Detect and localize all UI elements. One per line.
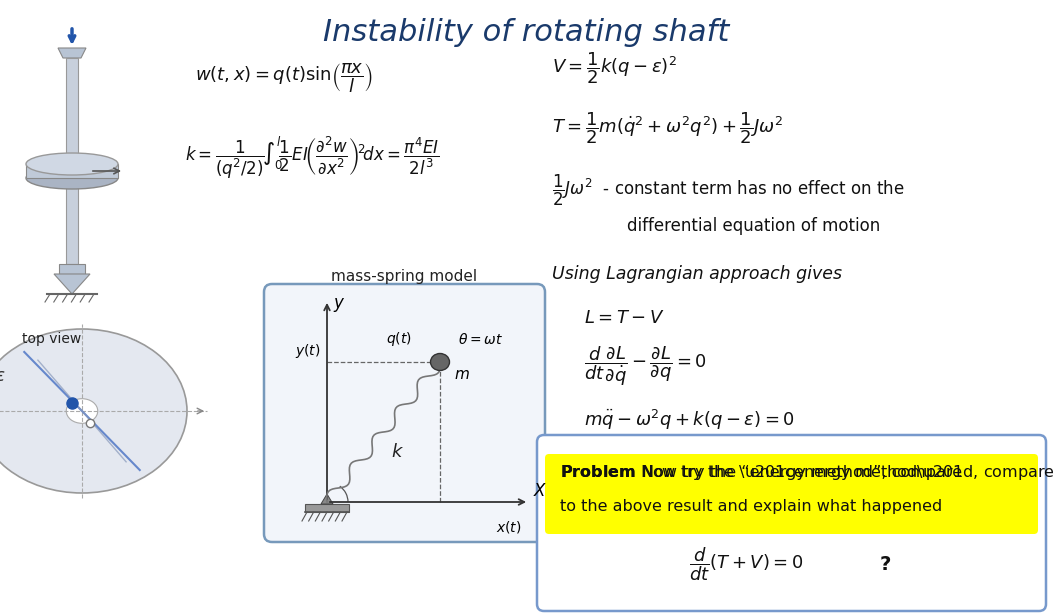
Polygon shape <box>54 274 90 294</box>
Ellipse shape <box>26 153 118 175</box>
Text: $k = \dfrac{1}{(q^2/2)}\!\int_0^l\!\dfrac{1}{2}EI\!\left(\dfrac{\partial^2 w}{\p: $k = \dfrac{1}{(q^2/2)}\!\int_0^l\!\dfra… <box>185 135 440 181</box>
Text: $\dfrac{d}{dt}\dfrac{\partial L}{\partial \dot{q}} - \dfrac{\partial L}{\partial: $\dfrac{d}{dt}\dfrac{\partial L}{\partia… <box>584 344 707 388</box>
Text: $\dfrac{1}{2}J\omega^2$  - constant term has no effect on the: $\dfrac{1}{2}J\omega^2$ - constant term … <box>552 172 905 208</box>
Ellipse shape <box>66 399 98 423</box>
Ellipse shape <box>0 329 187 493</box>
FancyBboxPatch shape <box>264 284 545 542</box>
Text: $m\ddot{q} - \omega^2 q + k(q-\varepsilon) = 0$: $m\ddot{q} - \omega^2 q + k(q-\varepsilo… <box>584 408 795 432</box>
Polygon shape <box>66 58 78 264</box>
Text: to the above result and explain what happened: to the above result and explain what hap… <box>560 498 942 514</box>
Text: $\dfrac{d}{dt}(T+V) = 0$: $\dfrac{d}{dt}(T+V) = 0$ <box>689 545 803 583</box>
Polygon shape <box>321 494 333 504</box>
Text: $\mathbf{?}$: $\mathbf{?}$ <box>879 554 891 573</box>
Text: $w(t,x) = q(t)\sin\!\left(\dfrac{\pi x}{l}\right)$: $w(t,x) = q(t)\sin\!\left(\dfrac{\pi x}{… <box>195 61 373 95</box>
Text: Using Lagrangian approach gives: Using Lagrangian approach gives <box>552 265 842 283</box>
Text: $k$: $k$ <box>391 443 404 461</box>
FancyBboxPatch shape <box>537 435 1046 611</box>
Text: $\mathit{X}$: $\mathit{X}$ <box>533 482 548 500</box>
Text: Now try the “energy method”, compare: Now try the “energy method”, compare <box>642 464 962 479</box>
Text: $T = \dfrac{1}{2}m(\dot{q}^2 + \omega^2 q^2) + \dfrac{1}{2}J\omega^2$: $T = \dfrac{1}{2}m(\dot{q}^2 + \omega^2 … <box>552 110 783 146</box>
Polygon shape <box>305 504 349 512</box>
Text: top view: top view <box>22 332 81 346</box>
Text: $\varepsilon$: $\varepsilon$ <box>0 367 5 385</box>
Text: $\bf{Problem}$ Now try the \u201cenergy method\u201d, compare: $\bf{Problem}$ Now try the \u201cenergy … <box>560 463 1053 482</box>
Text: $V = \dfrac{1}{2}k(q-\varepsilon)^2$: $V = \dfrac{1}{2}k(q-\varepsilon)^2$ <box>552 50 677 86</box>
Text: differential equation of motion: differential equation of motion <box>627 217 880 235</box>
Text: $m$: $m$ <box>454 367 470 382</box>
Ellipse shape <box>26 167 118 189</box>
Text: $L = T - V$: $L = T - V$ <box>584 309 664 327</box>
Text: $y$: $y$ <box>333 296 345 314</box>
Text: Instability of rotating shaft: Instability of rotating shaft <box>323 18 730 47</box>
Polygon shape <box>26 164 118 178</box>
Text: $x(t)$: $x(t)$ <box>496 519 522 535</box>
Text: $\theta = \omega t$: $\theta = \omega t$ <box>458 333 503 347</box>
Polygon shape <box>59 264 85 274</box>
Text: $y(t)$: $y(t)$ <box>296 342 321 360</box>
Text: $q(t)$: $q(t)$ <box>386 330 412 348</box>
Text: $\mathbf{Problem}$: $\mathbf{Problem}$ <box>560 464 636 480</box>
Ellipse shape <box>431 354 450 370</box>
FancyBboxPatch shape <box>545 454 1038 534</box>
Polygon shape <box>58 48 86 58</box>
Text: mass-spring model: mass-spring model <box>332 269 478 284</box>
